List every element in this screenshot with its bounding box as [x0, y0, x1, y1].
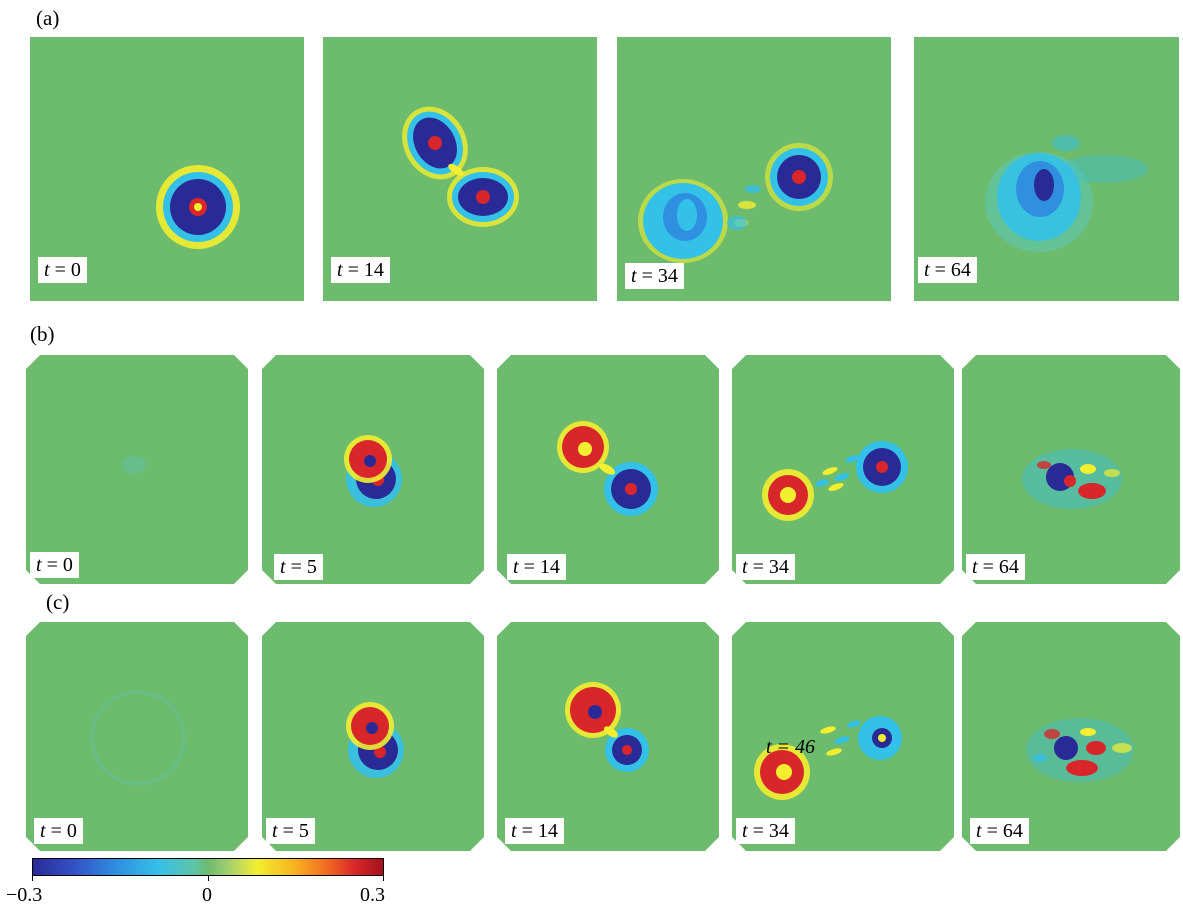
panel-a-4: t = 64 — [914, 37, 1179, 301]
field-plot-b-3 — [497, 355, 719, 584]
field-plot-b-1 — [26, 355, 248, 584]
colorbar-min-label: −0.3 — [6, 884, 43, 906]
colorbar-tick-max — [383, 876, 384, 881]
field-plot-a-4 — [985, 135, 1148, 252]
panel-b-2: t = 5 — [262, 355, 484, 584]
field-plot-c-5 — [962, 622, 1180, 851]
field-plot-b-2 — [262, 355, 484, 584]
time-label: t = 5 — [274, 554, 323, 580]
field-plot-c-2 — [262, 622, 484, 851]
field-plot-a-1 — [156, 165, 240, 249]
panel-c-3: t = 14 — [497, 622, 719, 851]
field-plot-c-1 — [26, 622, 248, 851]
field-plot-c-4 — [732, 622, 954, 851]
panel-a-1: t = 0 — [30, 37, 304, 301]
field-plot-b-5 — [962, 355, 1180, 584]
colorbar — [32, 858, 384, 876]
row-label-b: (b) — [30, 322, 55, 346]
time-label: t = 14 — [331, 257, 390, 283]
panel-a-3: t = 34 — [617, 37, 891, 301]
colorbar-max-label: 0.3 — [360, 884, 385, 906]
row-label-a: (a) — [36, 6, 60, 30]
time-label: t = 34 — [736, 818, 795, 844]
panel-b-4: t = 34 — [732, 355, 954, 584]
panel-c-5: t = 64 — [962, 622, 1180, 851]
time-label: t = 64 — [966, 554, 1025, 580]
time-label: t = 64 — [918, 257, 977, 283]
time-label: t = 0 — [34, 818, 83, 844]
colorbar-tick-min — [32, 876, 33, 881]
row-label-c: (c) — [46, 590, 70, 614]
field-plot-a-2 — [402, 106, 519, 227]
panel-b-3: t = 14 — [497, 355, 719, 584]
panel-c-1: t = 0 — [26, 622, 248, 851]
time-label: t = 14 — [507, 554, 566, 580]
time-label: t = 34 — [736, 554, 795, 580]
time-label: t = 64 — [970, 818, 1029, 844]
panel-b-5: t = 64 — [962, 355, 1180, 584]
panel-c-4: t = 46 t = 34 — [732, 622, 954, 851]
field-plot-b-4 — [732, 355, 954, 584]
time-label: t = 0 — [38, 257, 87, 283]
time-label: t = 34 — [625, 263, 684, 289]
field-plot-a-3 — [638, 143, 833, 263]
panel-b-1: t = 0 — [26, 355, 248, 584]
panel-c-2: t = 5 — [262, 622, 484, 851]
panel-a-2: t = 14 — [323, 37, 597, 301]
time-label: t = 0 — [30, 552, 79, 578]
time-label: t = 14 — [505, 818, 564, 844]
colorbar-tick-mid — [208, 876, 209, 881]
field-plot-c-3 — [497, 622, 719, 851]
time-label: t = 5 — [266, 818, 315, 844]
overlay-time-label: t = 46 — [766, 736, 816, 758]
colorbar-mid-label: 0 — [202, 884, 212, 906]
